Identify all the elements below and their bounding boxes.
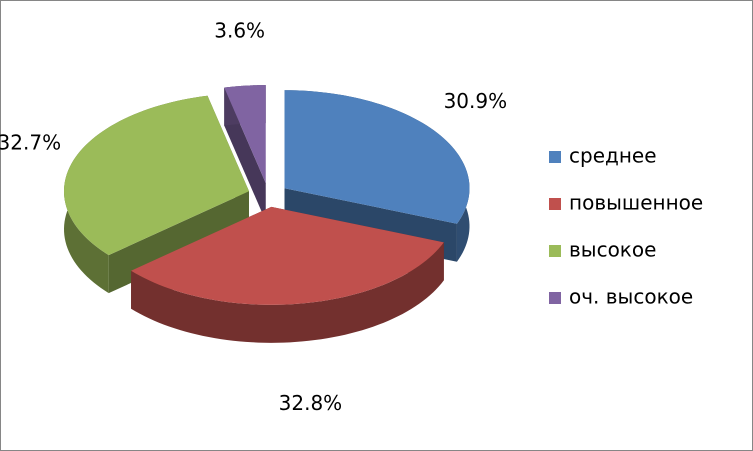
slice — [224, 85, 266, 184]
slice — [284, 90, 470, 224]
legend-swatch — [549, 245, 561, 257]
slice-side — [131, 242, 444, 343]
legend-label: высокое — [569, 238, 656, 262]
legend: среднее повышенное высокое оч. высокое — [549, 144, 703, 309]
legend-label: повышенное — [569, 191, 703, 215]
slice — [131, 206, 444, 305]
data-label: 32.8% — [279, 391, 343, 415]
legend-label: оч. высокое — [569, 285, 693, 309]
legend-swatch — [549, 198, 561, 210]
legend-swatch — [549, 292, 561, 304]
data-label: 30.9% — [444, 89, 508, 113]
slice — [64, 95, 249, 256]
legend-label: среднее — [569, 144, 657, 168]
data-label: 3.6% — [214, 19, 265, 43]
labels: 30.9% 32.8% 32.7% 3.6% — [0, 19, 507, 415]
data-label: 32.7% — [0, 130, 61, 154]
pie-tops — [64, 85, 470, 305]
legend-swatch — [549, 151, 561, 163]
